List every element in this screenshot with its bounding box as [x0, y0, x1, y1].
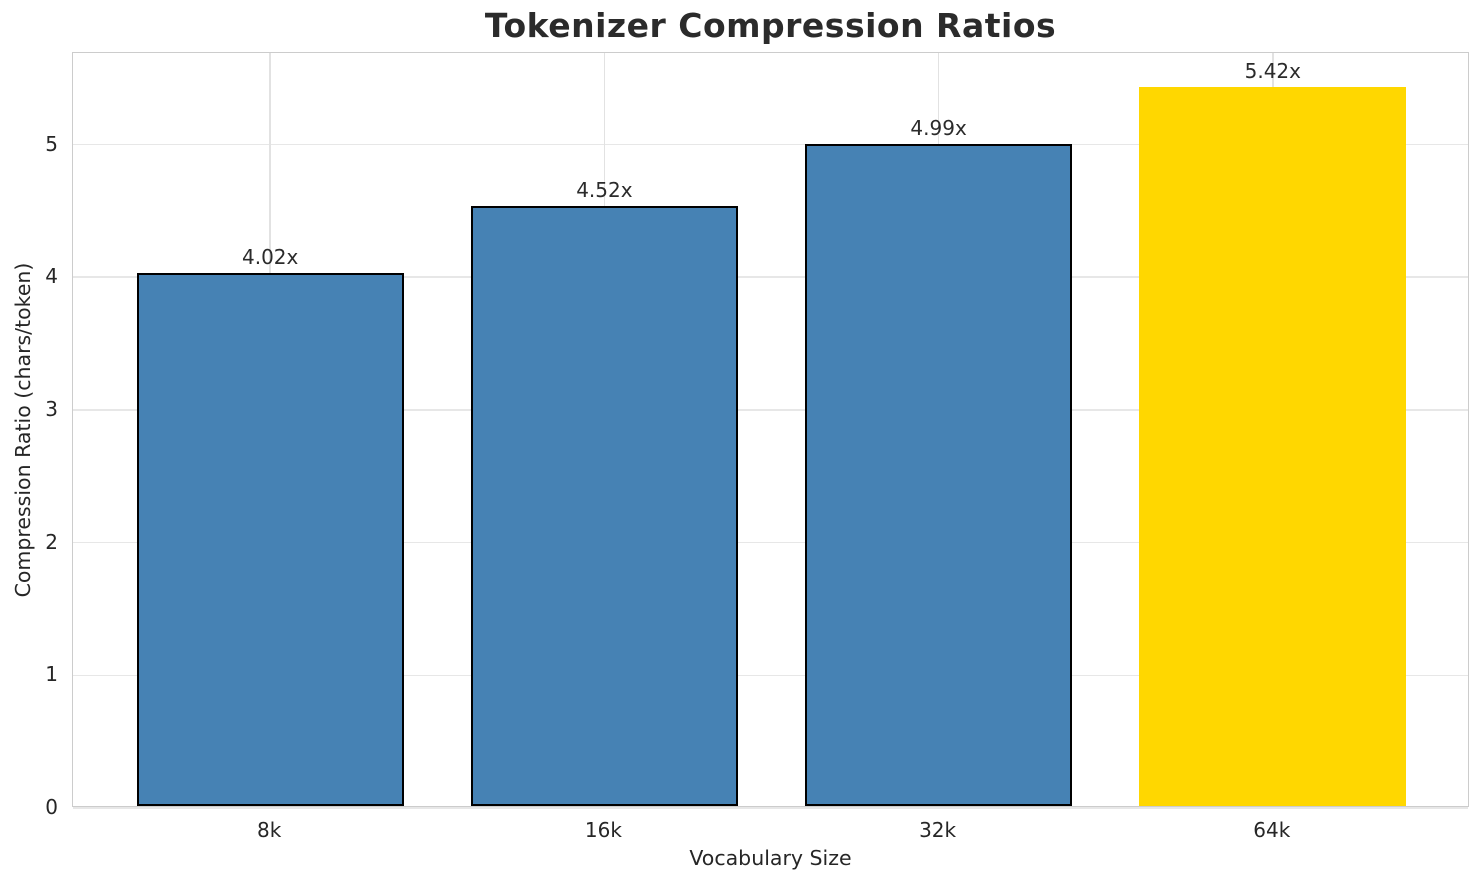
- bar-value-label: 4.99x: [910, 115, 967, 140]
- x-tick-label: 8k: [257, 818, 282, 842]
- y-tick-label: 5: [45, 131, 58, 156]
- chart-title: Tokenizer Compression Ratios: [484, 6, 1057, 45]
- y-tick-label: 1: [45, 662, 58, 687]
- bar-32k: [804, 143, 1073, 806]
- y-gridline: [73, 674, 1468, 677]
- bar-value-label: 5.42x: [1244, 58, 1301, 83]
- y-tick-label: 3: [45, 396, 58, 421]
- x-tick-label: 16k: [584, 818, 622, 842]
- plot-area: 4.02x 4.52x 4.99x 5.42x: [72, 52, 1469, 809]
- x-axis-label: Vocabulary Size: [689, 846, 852, 870]
- y-gridline: [73, 541, 1468, 544]
- y-gridline: [73, 409, 1468, 411]
- y-gridline: [73, 276, 1468, 278]
- y-gridline: [73, 807, 1468, 809]
- y-tick-label: 0: [45, 795, 58, 819]
- y-tick-label: 2: [45, 529, 58, 554]
- x-tick-label: 64k: [1253, 818, 1291, 842]
- y-gridline: [73, 143, 1468, 146]
- bar-64k: [1139, 86, 1407, 806]
- bar-16k: [470, 206, 739, 806]
- x-tick-label: 32k: [919, 818, 957, 842]
- bar-value-label: 4.02x: [241, 244, 299, 269]
- bar-value-label: 4.52x: [576, 178, 633, 203]
- bar-8k: [136, 272, 404, 806]
- y-tick-label: 4: [45, 264, 58, 289]
